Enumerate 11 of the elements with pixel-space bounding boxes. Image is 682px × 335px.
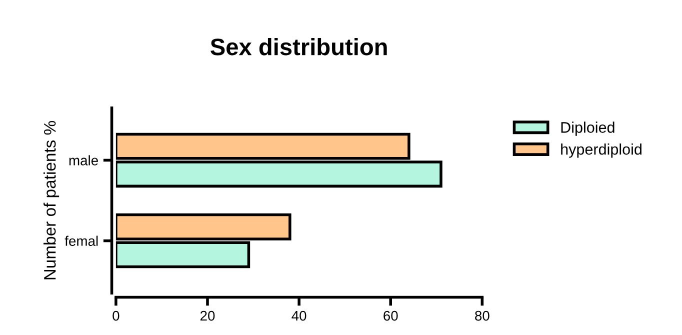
x-tick-label: 80 — [475, 310, 490, 321]
x-tick-label: 40 — [292, 310, 306, 321]
legend-label: Diploied — [561, 122, 614, 136]
legend-label: hyperdiploid — [561, 144, 642, 158]
x-tick-label: 60 — [384, 310, 398, 321]
x-tick-label: 0 — [112, 310, 120, 321]
y-tick-label: femal — [64, 236, 98, 246]
chart-title: Sex distribution — [210, 38, 387, 56]
y-tick-label: male — [69, 155, 98, 166]
x-tick-label: 20 — [200, 310, 215, 321]
y-axis-title: Number of patients % — [44, 120, 60, 280]
